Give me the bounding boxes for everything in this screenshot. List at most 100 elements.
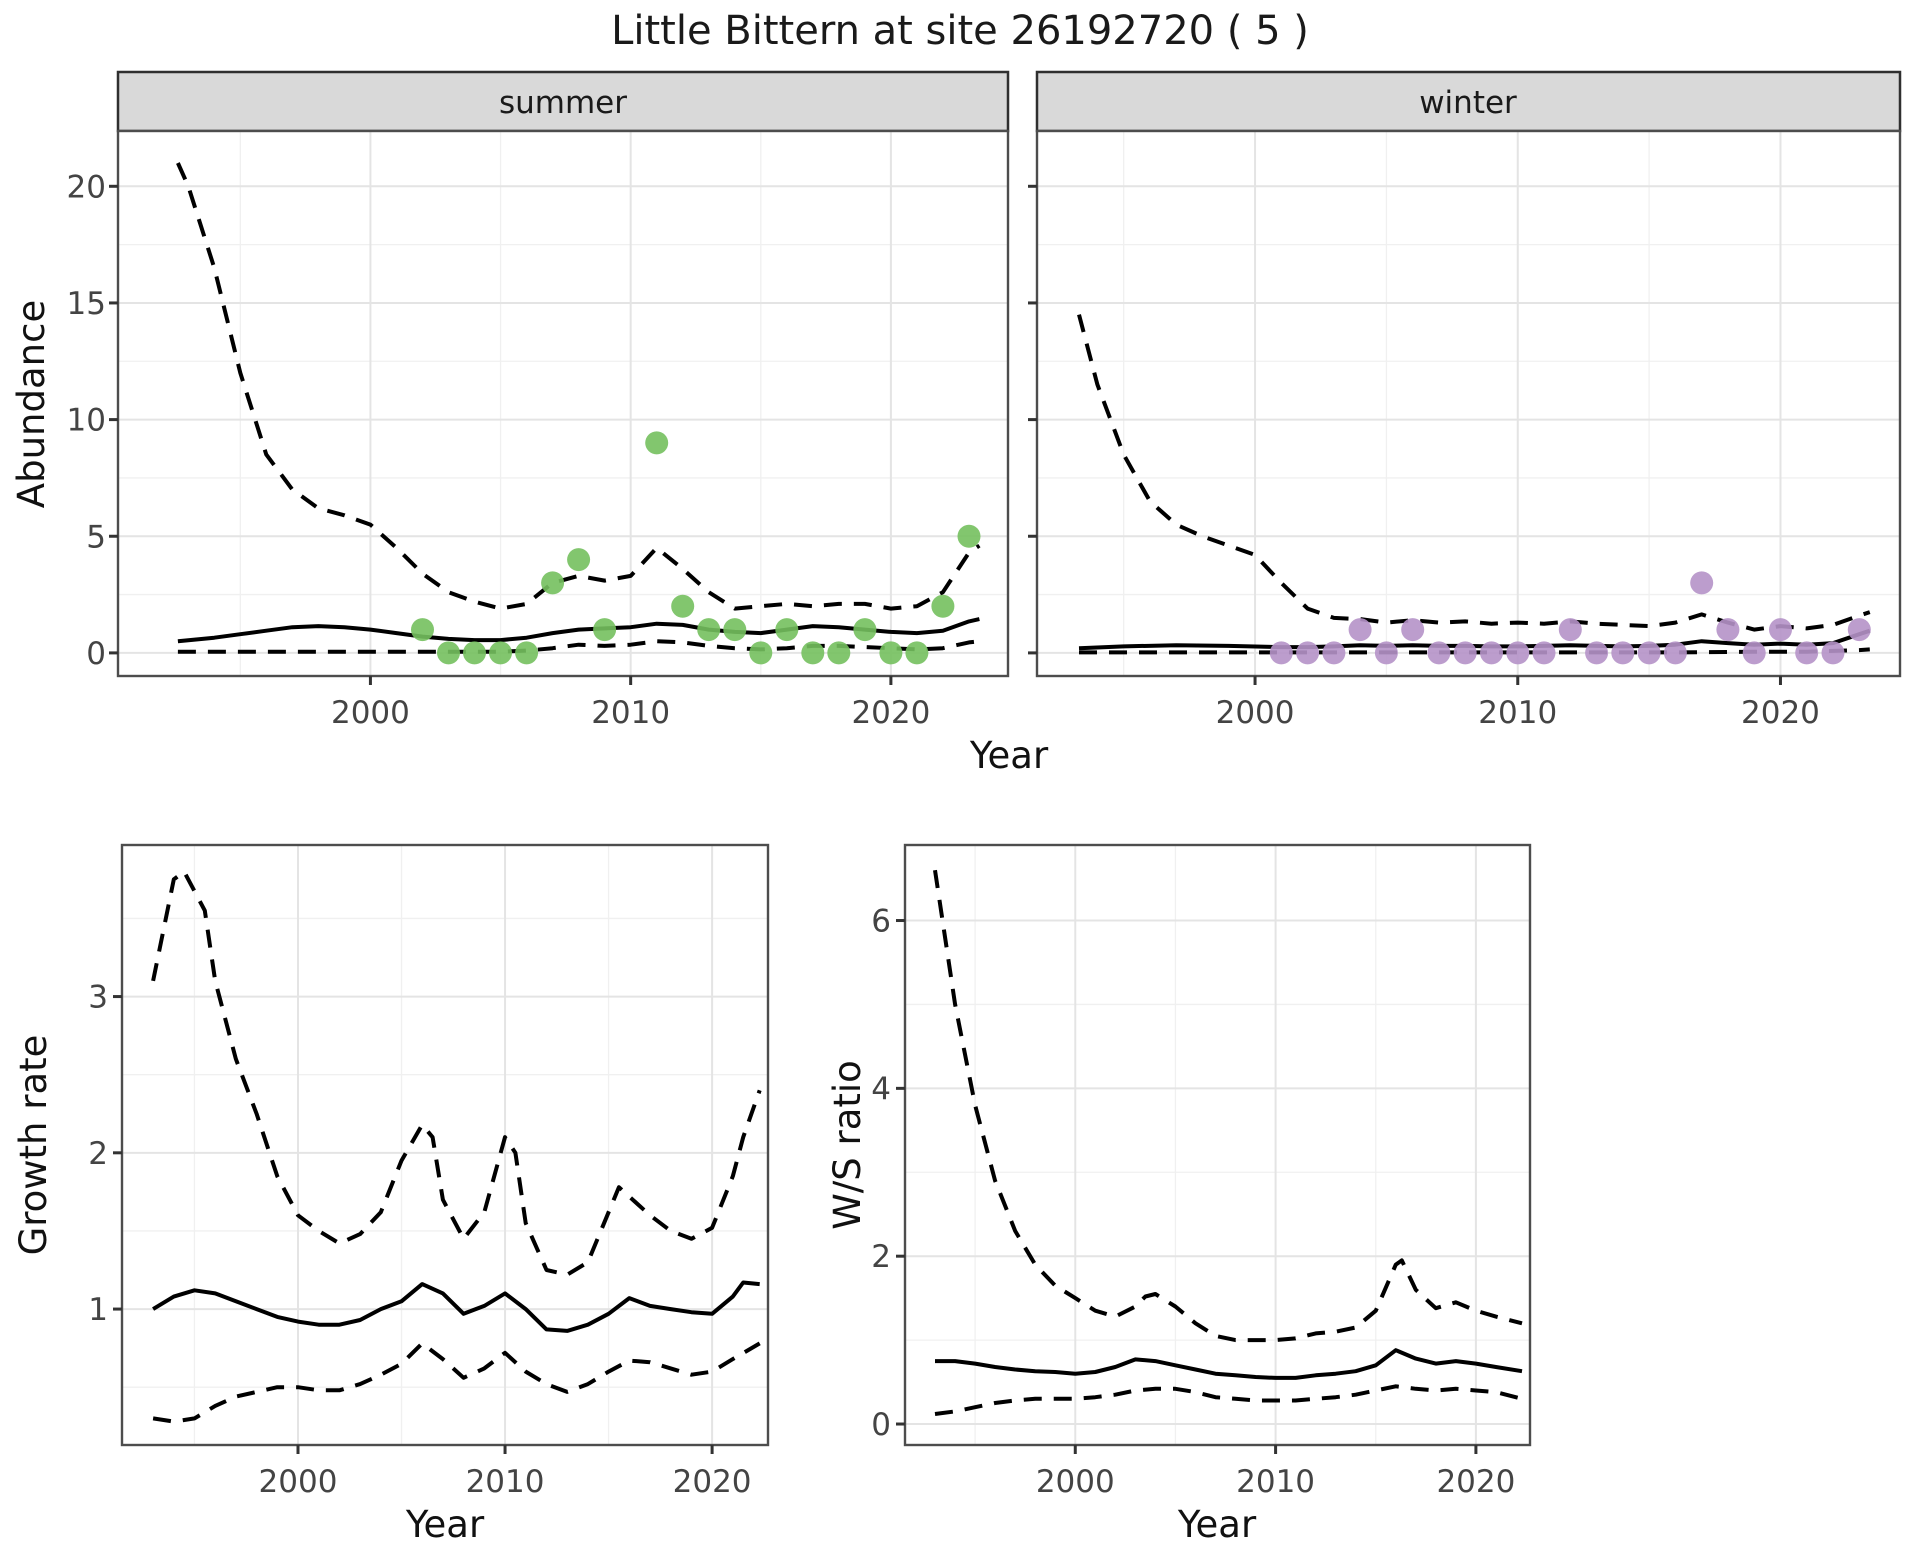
mean-line — [1078, 628, 1871, 651]
x-tick-label: 2010 — [1478, 695, 1557, 731]
ci-lower-line — [152, 1341, 761, 1424]
ws-ratio-x-axis-title: Year — [1177, 1503, 1257, 1546]
data-point — [1690, 571, 1714, 595]
data-point — [905, 641, 929, 665]
x-tick-label: 2020 — [851, 695, 930, 731]
top-x-axis-title: Year — [969, 734, 1049, 777]
data-point — [593, 618, 617, 642]
mean-line — [935, 1348, 1523, 1380]
data-point — [1795, 641, 1819, 665]
y-tick-label: 3 — [88, 980, 108, 1016]
facet-strip-winter-label: winter — [1419, 85, 1517, 121]
x-tick-label: 2000 — [1216, 695, 1295, 731]
abundance-y-axis-title: Abundance — [10, 300, 53, 508]
gridlines — [905, 845, 1530, 1445]
data-point — [1401, 618, 1425, 642]
axis-ticks: 2000 2010 2020 0 5 10 15 20 — [67, 169, 931, 731]
data-point — [1716, 618, 1740, 642]
data-point — [775, 618, 799, 642]
data-point — [1269, 641, 1293, 665]
panel-abundance-summer: 2000 2010 2020 0 5 10 15 20 — [67, 129, 1010, 731]
data-point — [1742, 641, 1766, 665]
ci-upper-line — [933, 869, 1523, 1343]
data-point — [1453, 641, 1477, 665]
data-point — [489, 641, 512, 665]
panel-border — [120, 843, 770, 1447]
data-point — [697, 618, 721, 642]
growth-rate-x-axis-title: Year — [405, 1503, 485, 1546]
facet-strip-winter-box — [1035, 70, 1902, 133]
x-tick-label: 2020 — [1436, 1464, 1515, 1500]
y-tick-label: 2 — [871, 1239, 891, 1275]
y-tick-label: 20 — [67, 169, 106, 205]
plot-panels: 2000 2010 2020 0 5 10 15 20 2000 2010 2020 2000 2010… — [67, 129, 1902, 1500]
panel-background — [122, 845, 768, 1445]
data-point — [1296, 641, 1320, 665]
panel-background — [905, 845, 1530, 1445]
x-tick-label: 2020 — [1741, 695, 1820, 731]
facet-strip-summer-box — [116, 70, 1010, 133]
y-tick-label: 10 — [67, 403, 106, 439]
data-point — [1532, 641, 1556, 665]
ci-upper-line — [176, 162, 981, 611]
data-point — [827, 641, 851, 665]
gridlines — [122, 845, 768, 1445]
ci-upper-line — [151, 869, 762, 1277]
gridlines — [118, 131, 1008, 676]
y-tick-label: 1 — [88, 1292, 108, 1328]
panel-border — [1035, 129, 1902, 678]
data-point — [1558, 618, 1582, 642]
data-point — [957, 524, 981, 548]
y-tick-label: 6 — [871, 904, 891, 940]
facet-strip-summer: summer — [116, 70, 1010, 133]
chart-title: Little Bittern at site 26192720 ( 5 ) — [611, 8, 1309, 54]
ci-lower-line — [1079, 647, 1870, 655]
x-tick-label: 2010 — [591, 695, 670, 731]
data-point — [853, 618, 877, 642]
data-point — [723, 618, 747, 642]
data-point — [1769, 618, 1792, 642]
facet-strip-summer-label: summer — [499, 85, 627, 121]
data-point — [931, 594, 955, 618]
axis-ticks: 2000 2010 2020 — [1028, 184, 1820, 731]
data-point — [1374, 641, 1398, 665]
mean-line — [152, 1280, 760, 1333]
ci-lower-line — [177, 639, 980, 654]
y-tick-label: 0 — [871, 1407, 891, 1443]
panel-abundance-winter: 2000 2010 2020 — [1028, 129, 1902, 731]
data-point — [671, 594, 695, 618]
data-point — [1348, 618, 1372, 642]
panel-border — [903, 843, 1532, 1447]
y-tick-label: 2 — [88, 1136, 108, 1172]
data-point — [1506, 641, 1530, 665]
data-point — [879, 641, 903, 665]
y-tick-label: 15 — [67, 286, 106, 322]
axis-ticks: 2000 2010 2020 0 2 4 6 — [871, 904, 1515, 1500]
data-point — [1480, 641, 1503, 665]
x-tick-label: 2010 — [1236, 1464, 1315, 1500]
axis-ticks: 2000 2010 2020 1 2 3 — [88, 980, 751, 1500]
data-point — [749, 641, 773, 665]
data-point — [1427, 641, 1451, 665]
panel-growth-rate: 2000 2010 2020 1 2 3 — [88, 843, 770, 1500]
growth-rate-y-axis-title: Growth rate — [12, 1035, 55, 1256]
data-point — [1322, 641, 1346, 665]
data-point — [1611, 641, 1635, 665]
panel-ws-ratio: 2000 2010 2020 0 2 4 6 — [871, 843, 1532, 1500]
y-tick-label: 5 — [86, 519, 106, 555]
data-point — [411, 618, 434, 642]
data-point — [1821, 641, 1845, 665]
data-point — [567, 548, 591, 572]
data-point — [1847, 618, 1871, 642]
ws-ratio-y-axis-title: W/S ratio — [826, 1060, 869, 1230]
data-point — [463, 641, 486, 665]
x-tick-label: 2000 — [1036, 1464, 1115, 1500]
x-tick-label: 2000 — [331, 695, 410, 731]
panel-border — [116, 129, 1010, 678]
data-point — [541, 571, 565, 595]
data-points — [411, 431, 981, 665]
ci-upper-line — [1077, 314, 1871, 632]
panel-background — [1037, 131, 1900, 676]
